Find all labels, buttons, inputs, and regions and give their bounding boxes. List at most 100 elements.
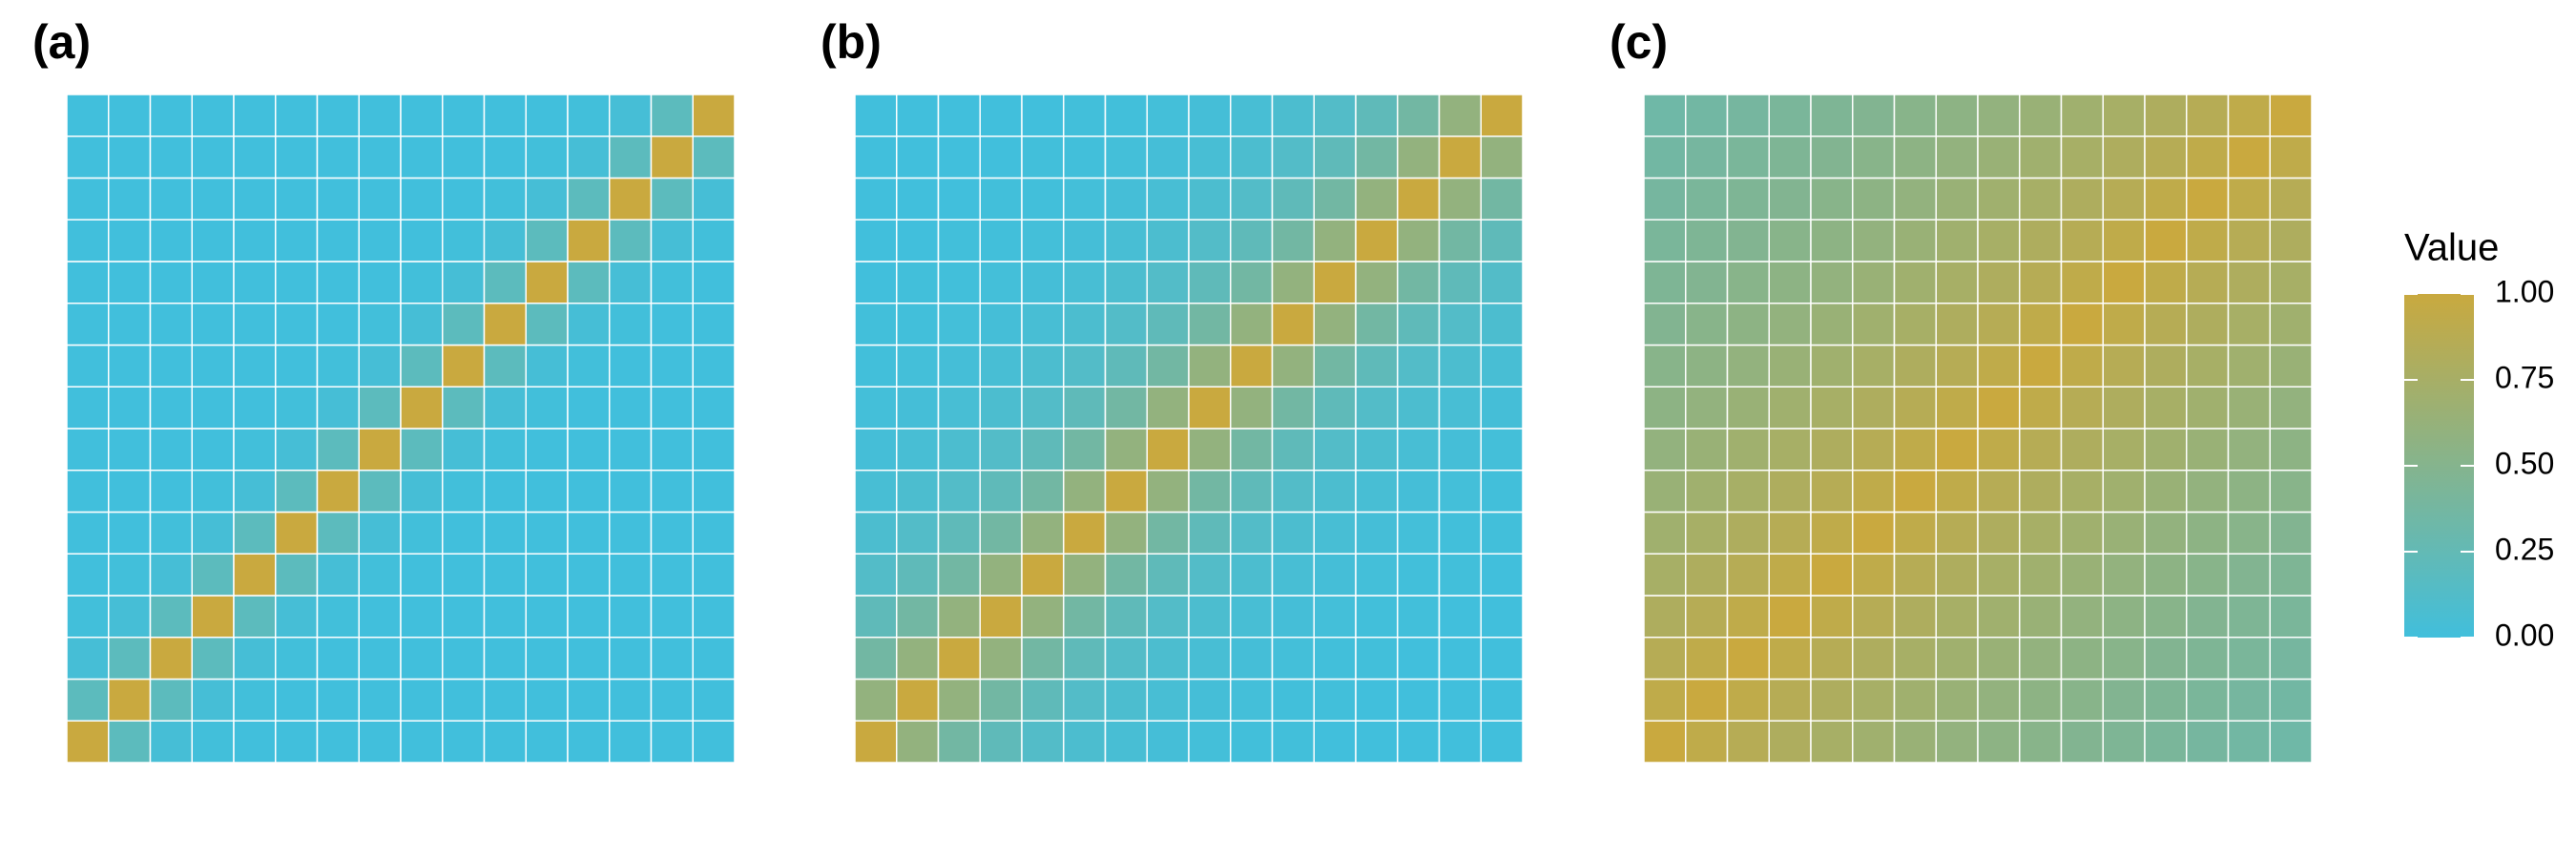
heatmap-cell [2144, 177, 2188, 220]
heatmap-cell [483, 470, 527, 513]
heatmap-cell [1685, 386, 1729, 430]
heatmap-cell [1810, 177, 1854, 220]
heatmap-cell [609, 136, 653, 179]
heatmap-cell [609, 94, 653, 137]
heatmap-cell [1893, 177, 1937, 220]
heatmap-cell [275, 177, 319, 220]
heatmap-cell [149, 678, 193, 722]
heatmap-cell [896, 637, 940, 681]
heatmap-cell [2144, 386, 2188, 430]
heatmap-cell [1893, 678, 1937, 722]
heatmap-cell [2227, 177, 2271, 220]
heatmap-cell [1810, 136, 1854, 179]
heatmap-cell [609, 177, 653, 220]
heatmap-cell [66, 720, 110, 764]
heatmap-cell [442, 386, 486, 430]
heatmap-cell [525, 386, 569, 430]
heatmap-cell [1230, 261, 1274, 304]
heatmap-cell [233, 344, 277, 388]
heatmap-cell [1685, 678, 1729, 722]
heatmap-cell [2102, 344, 2146, 388]
heatmap-cell [2060, 261, 2104, 304]
heatmap-cell [979, 219, 1023, 262]
heatmap-cell [233, 94, 277, 137]
heatmap-cell [358, 595, 402, 639]
heatmap-cell [316, 219, 360, 262]
heatmap-cell [2019, 94, 2063, 137]
heatmap-cell [1643, 261, 1687, 304]
heatmap-cell [191, 177, 235, 220]
heatmap-cell [1104, 177, 1148, 220]
heatmap-cell [1480, 136, 1524, 179]
panel-title: (a) [32, 15, 91, 69]
heatmap-cell [1230, 386, 1274, 430]
heatmap-cell [2144, 720, 2188, 764]
heatmap-cell [1146, 219, 1190, 262]
heatmap-cell [1643, 553, 1687, 597]
heatmap-cell [316, 470, 360, 513]
heatmap-cell [525, 303, 569, 346]
heatmap-cell [66, 177, 110, 220]
heatmap-cell [1935, 94, 1979, 137]
heatmap-cell [2019, 678, 2063, 722]
heatmap-cell [1230, 553, 1274, 597]
heatmap-cell [2186, 428, 2230, 471]
heatmap-cell [692, 428, 736, 471]
heatmap-cell [316, 94, 360, 137]
heatmap-cell [1355, 219, 1399, 262]
heatmap-cell [979, 595, 1023, 639]
heatmap-cell [1852, 303, 1896, 346]
heatmap-cell [66, 678, 110, 722]
heatmap-cell [1021, 344, 1065, 388]
heatmap-cell [1852, 261, 1896, 304]
heatmap-cell [275, 261, 319, 304]
heatmap-cell [1768, 511, 1812, 555]
colorbar-tick-label: 0.50 [2495, 446, 2554, 480]
heatmap-cell [1726, 720, 1770, 764]
heatmap-cell [567, 720, 611, 764]
heatmap-cell [1643, 595, 1687, 639]
heatmap-cell [1977, 470, 2021, 513]
heatmap-cell [1893, 261, 1937, 304]
heatmap-cell [1438, 637, 1482, 681]
heatmap-cell [275, 386, 319, 430]
heatmap-cell [525, 678, 569, 722]
heatmap-cell [358, 637, 402, 681]
heatmap-cell [1271, 177, 1315, 220]
heatmap-cell [1313, 94, 1357, 137]
heatmap-cell [2269, 637, 2313, 681]
heatmap-cell [650, 136, 694, 179]
heatmap-cell [1313, 595, 1357, 639]
heatmap-cell [979, 136, 1023, 179]
heatmap-cell [1643, 94, 1687, 137]
heatmap-cell [1271, 261, 1315, 304]
heatmap-cell [483, 720, 527, 764]
heatmap-cell [2060, 511, 2104, 555]
heatmap-cell [896, 94, 940, 137]
heatmap-cell [1480, 177, 1524, 220]
heatmap-cell [2102, 553, 2146, 597]
heatmap-cell [191, 219, 235, 262]
heatmap-cell [979, 261, 1023, 304]
heatmap-cell [1146, 678, 1190, 722]
heatmap-cell [1768, 470, 1812, 513]
heatmap-cell [358, 94, 402, 137]
heatmap-cell [1230, 303, 1274, 346]
heatmap-cell [937, 219, 981, 262]
heatmap-cell [2019, 219, 2063, 262]
heatmap-cell [66, 553, 110, 597]
heatmap-cell [1977, 177, 2021, 220]
heatmap-cell [692, 344, 736, 388]
heatmap-cell [525, 470, 569, 513]
heatmap-cell [358, 303, 402, 346]
heatmap-cell [1977, 428, 2021, 471]
heatmap-cell [2019, 136, 2063, 179]
heatmap-cell [1104, 261, 1148, 304]
heatmap-cell [108, 344, 152, 388]
heatmap-cell [275, 136, 319, 179]
heatmap-cell [1685, 344, 1729, 388]
heatmap-cell [483, 219, 527, 262]
heatmap-cell [2019, 344, 2063, 388]
heatmap-cell [442, 637, 486, 681]
